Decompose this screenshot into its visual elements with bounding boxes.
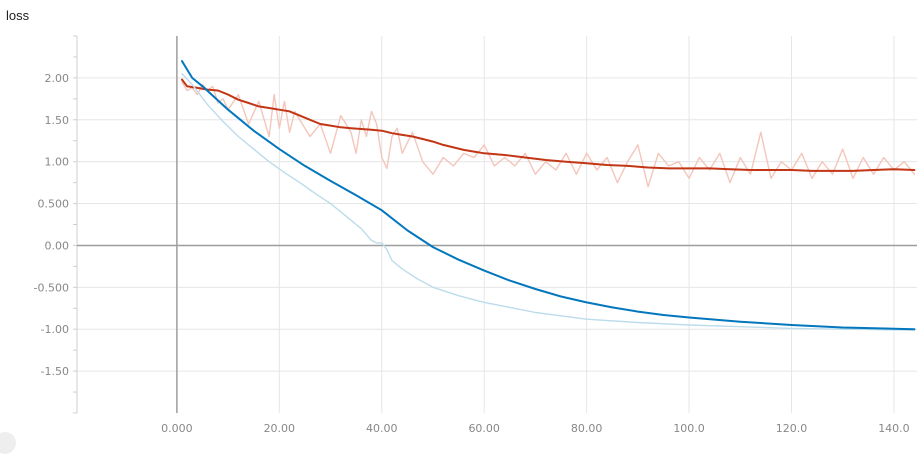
axes bbox=[73, 35, 917, 414]
series-line-3 bbox=[181, 73, 916, 331]
x-tick-label: 120.0 bbox=[776, 422, 808, 435]
chart-title: loss bbox=[6, 8, 30, 23]
x-tick-label: 0.000 bbox=[161, 422, 193, 435]
x-tick-label: 80.00 bbox=[571, 422, 603, 435]
y-tick-label: -0.500 bbox=[34, 281, 69, 294]
y-tick-label: 0.00 bbox=[45, 239, 70, 252]
series-line-4 bbox=[181, 60, 916, 331]
series-line-2 bbox=[181, 78, 916, 172]
x-tick-label: 20.00 bbox=[264, 422, 296, 435]
y-tick-label: 0.500 bbox=[38, 198, 70, 211]
y-tick-labels: 2.00 1.50 1.00 0.500 0.00 -0.500 -1.00 -1.50 bbox=[34, 72, 69, 378]
x-tick-label: 40.00 bbox=[366, 422, 398, 435]
y-tick-label: 1.50 bbox=[45, 114, 70, 127]
loss-chart: 0.000 20.00 40.00 60.00 80.00 100.0 120.0 140.0… bbox=[34, 35, 917, 435]
series-layer bbox=[181, 60, 916, 331]
y-tick-label: -1.00 bbox=[41, 323, 69, 336]
y-tick-label: 2.00 bbox=[45, 72, 70, 85]
y-tick-label: -1.50 bbox=[41, 365, 69, 378]
corner-control-icon[interactable] bbox=[0, 432, 16, 454]
y-tick-label: 1.00 bbox=[45, 156, 70, 169]
grid-lines bbox=[77, 36, 917, 413]
x-tick-label: 140.0 bbox=[878, 422, 910, 435]
series-line-1 bbox=[181, 81, 916, 188]
x-tick-label: 100.0 bbox=[673, 422, 705, 435]
x-tick-label: 60.00 bbox=[468, 422, 500, 435]
x-tick-labels: 0.000 20.00 40.00 60.00 80.00 100.0 120.0 140.0 bbox=[161, 422, 910, 435]
